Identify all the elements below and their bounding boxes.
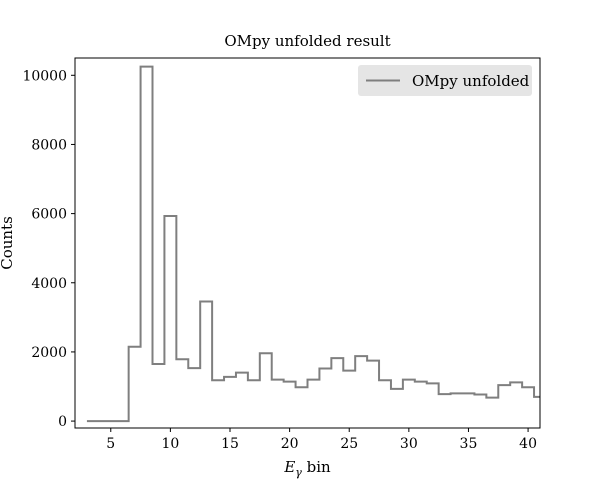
x-axis-label: Eγ bin bbox=[283, 458, 331, 479]
legend: OMpy unfolded bbox=[358, 65, 532, 96]
x-tick-label: 5 bbox=[106, 436, 115, 452]
x-tick-label: 10 bbox=[161, 436, 179, 452]
y-tick-label: 6000 bbox=[31, 207, 67, 223]
x-tick-label: 20 bbox=[281, 436, 299, 452]
y-tick-label: 2000 bbox=[31, 345, 67, 361]
x-tick-label: 40 bbox=[519, 436, 537, 452]
x-tick-label: 25 bbox=[340, 436, 358, 452]
chart-title: OMpy unfolded result bbox=[224, 32, 390, 50]
plot-frame bbox=[74, 57, 541, 429]
y-tick-label: 0 bbox=[58, 414, 67, 430]
y-tick-label: 10000 bbox=[22, 68, 67, 84]
y-tick-label: 4000 bbox=[31, 276, 67, 292]
y-tick-label: 8000 bbox=[31, 137, 67, 153]
legend-label: OMpy unfolded bbox=[412, 72, 530, 90]
x-tick-label: 30 bbox=[400, 436, 418, 452]
x-axis-ticks: 5 10 15 20 25 30 35 40 bbox=[106, 428, 537, 452]
y-axis-ticks: 0 2000 4000 6000 8000 10000 bbox=[22, 68, 75, 430]
plot-area bbox=[74, 57, 541, 429]
x-tick-label: 35 bbox=[460, 436, 478, 452]
x-tick-label: 15 bbox=[221, 436, 239, 452]
series-line-ompy-unfolded bbox=[86, 65, 540, 423]
y-axis-label: Counts bbox=[0, 216, 16, 270]
legend-box bbox=[358, 65, 532, 96]
